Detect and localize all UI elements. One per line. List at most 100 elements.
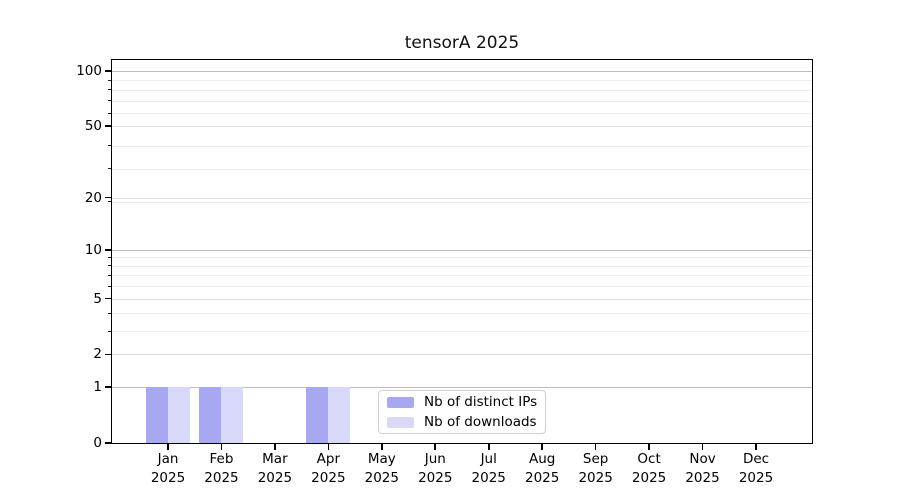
x-tick-label: Jul 2025 [457,450,521,487]
y-tick-label: 1 [93,379,102,396]
x-tick-label: Oct 2025 [617,450,681,487]
x-tick-mark [541,443,543,450]
x-tick-label: Nov 2025 [671,450,735,487]
gridline-major [112,197,812,199]
y-tick-mark [104,125,112,127]
y-minor-tick-mark [108,201,112,203]
gridline-major [112,249,812,251]
gridline-major [112,71,812,73]
x-tick-year: 2025 [257,469,293,486]
bar-downloads [168,387,190,443]
x-tick-month: Dec [742,451,770,467]
y-tick-mark [104,353,112,356]
x-tick-month: Jan [157,451,179,467]
y-tick-mark [104,442,112,444]
x-tick-year: 2025 [578,469,613,486]
x-tick-mark [434,443,437,450]
x-tick-label: Jan 2025 [136,450,200,487]
x-tick-month: Sep [582,451,609,467]
x-tick-mark [220,443,223,450]
gridline-minor [112,113,812,115]
x-tick-mark [755,443,757,450]
gridline-minor [112,275,812,277]
legend-label: Nb of distinct IPs [424,394,538,410]
gridline-minor [112,145,812,147]
bars [112,60,812,443]
y-tick-label: 100 [76,63,102,80]
x-tick-year: 2025 [204,469,239,486]
y-tick-mark [104,297,112,300]
gridline-minor [112,201,812,203]
gridline-minor [112,313,812,315]
gridline-minor [112,286,812,288]
gridline-major [112,354,812,356]
x-tick-label: Aug 2025 [510,450,574,487]
legend-item: Nb of distinct IPs [387,394,537,410]
x-tick-mark [648,443,650,450]
x-tick-mark [701,443,704,450]
x-tick-year: 2025 [471,469,506,486]
y-minor-tick-mark [108,330,112,332]
x-tick-year: 2025 [685,469,720,486]
x-tick-year: 2025 [364,469,399,486]
x-tick-year: 2025 [311,469,346,486]
legend-swatch [387,396,414,408]
y-tick-mark [104,386,112,388]
y-minor-tick-mark [108,312,112,314]
gridline-minor [112,100,812,102]
chart-title: tensorA 2025 [404,33,520,53]
y-tick-label: 10 [84,241,102,258]
legend-label: Nb of downloads [424,414,537,430]
y-tick-mark [104,248,112,251]
x-tick-year: 2025 [418,469,453,486]
bar-downloads [328,387,351,443]
y-minor-tick-mark [108,256,112,258]
y-tick-mark [104,70,112,72]
x-tick-year: 2025 [524,469,560,486]
x-tick-mark [327,443,330,450]
gridline-minor [112,331,812,333]
gridline-minor [112,80,812,82]
x-tick-mark [487,443,490,450]
y-minor-tick-mark [108,145,112,147]
y-minor-tick-mark [108,112,112,114]
y-minor-tick-mark [108,89,112,91]
y-tick-label: 0 [93,435,102,451]
gridline-minor [112,257,812,259]
x-tick-label: Sep 2025 [564,450,628,487]
y-minor-tick-mark [108,79,112,81]
bar-downloads [221,387,244,443]
x-tick-year: 2025 [631,469,667,486]
gridline-major [112,298,812,300]
x-tick-label: May 2025 [350,450,414,487]
x-tick-mark [274,443,276,450]
gridline-minor [112,168,812,170]
x-tick-label: Dec 2025 [724,450,788,487]
gridlines [112,60,812,443]
x-tick-year: 2025 [738,469,774,486]
x-tick-label: Jun 2025 [403,450,467,487]
x-tick-label: Feb 2025 [189,450,253,487]
bar-distinct-ips [306,387,329,443]
legend: Nb of distinct IPs Nb of downloads [378,390,546,434]
gridline-minor [112,265,812,267]
x-tick-label: Apr 2025 [296,450,360,487]
y-minor-tick-mark [108,285,112,287]
y-minor-tick-mark [108,265,112,267]
x-tick-month: May [367,451,396,467]
y-tick-label: 5 [93,290,102,307]
y-tick-label: 20 [84,189,102,206]
y-minor-tick-mark [108,168,112,170]
legend-item: Nb of downloads [387,414,537,430]
y-tick-label: 50 [84,118,102,135]
gridline-major [112,387,812,389]
x-tick-month: Mar [262,451,288,467]
x-tick-month: Aug [528,451,556,467]
x-tick-year: 2025 [150,469,186,486]
x-tick-label: Mar 2025 [243,450,307,487]
bar-distinct-ips [146,387,168,443]
gridline-major [112,126,812,128]
x-tick-month: Nov [689,451,716,467]
x-tick-month: Jun [424,451,446,467]
